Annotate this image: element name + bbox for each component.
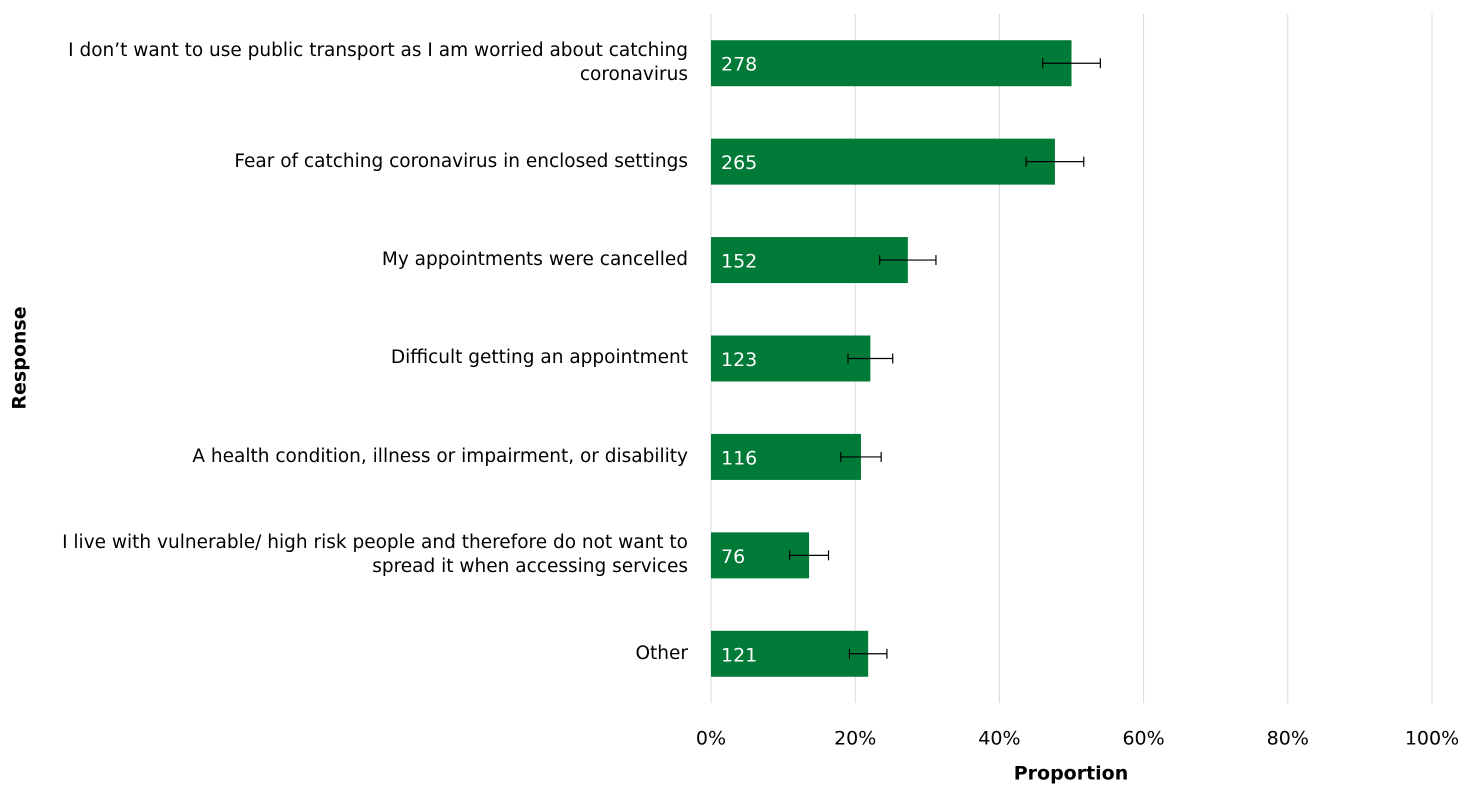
error-bar [879,255,937,266]
x-tick-label: 60% [1122,728,1164,750]
y-tick-label: I live with vulnerable/ high risk people… [62,532,688,578]
x-tick-label: 0% [696,728,726,750]
bar [711,335,871,382]
error-bar [1042,58,1101,69]
y-axis-title: Response [9,306,31,409]
count-label: 76 [721,546,745,568]
x-axis-title: Proportion [1014,763,1129,785]
y-tick-label: Other [635,642,688,664]
bar [711,40,1072,87]
bar [711,433,861,480]
y-tick-label: Difficult getting an appointment [390,347,688,369]
bar [711,630,869,677]
x-tick-label: 40% [978,728,1020,750]
count-label: 152 [721,251,757,273]
error-bar [1025,156,1085,167]
x-tick-label: 20% [834,728,876,750]
y-tick-label: Fear of catching coronavirus in enclosed… [234,150,688,172]
x-tick-label: 100% [1405,728,1459,750]
y-tick-label: I don’t want to use public transport as … [68,40,688,86]
y-tick-label: A health condition, illness or impairmen… [192,445,688,467]
error-bar [848,648,888,659]
y-tick-label: My appointments were cancelled [381,249,688,271]
count-label: 116 [721,447,757,469]
count-label: 123 [721,349,757,371]
x-tick-label: 80% [1267,728,1309,750]
error-bar [788,550,830,561]
bar [711,237,908,284]
count-label: 121 [721,644,757,666]
bar [711,138,1055,185]
count-label: 278 [721,54,757,76]
error-bar [847,353,894,364]
count-label: 265 [721,152,757,174]
error-bar [840,451,882,462]
